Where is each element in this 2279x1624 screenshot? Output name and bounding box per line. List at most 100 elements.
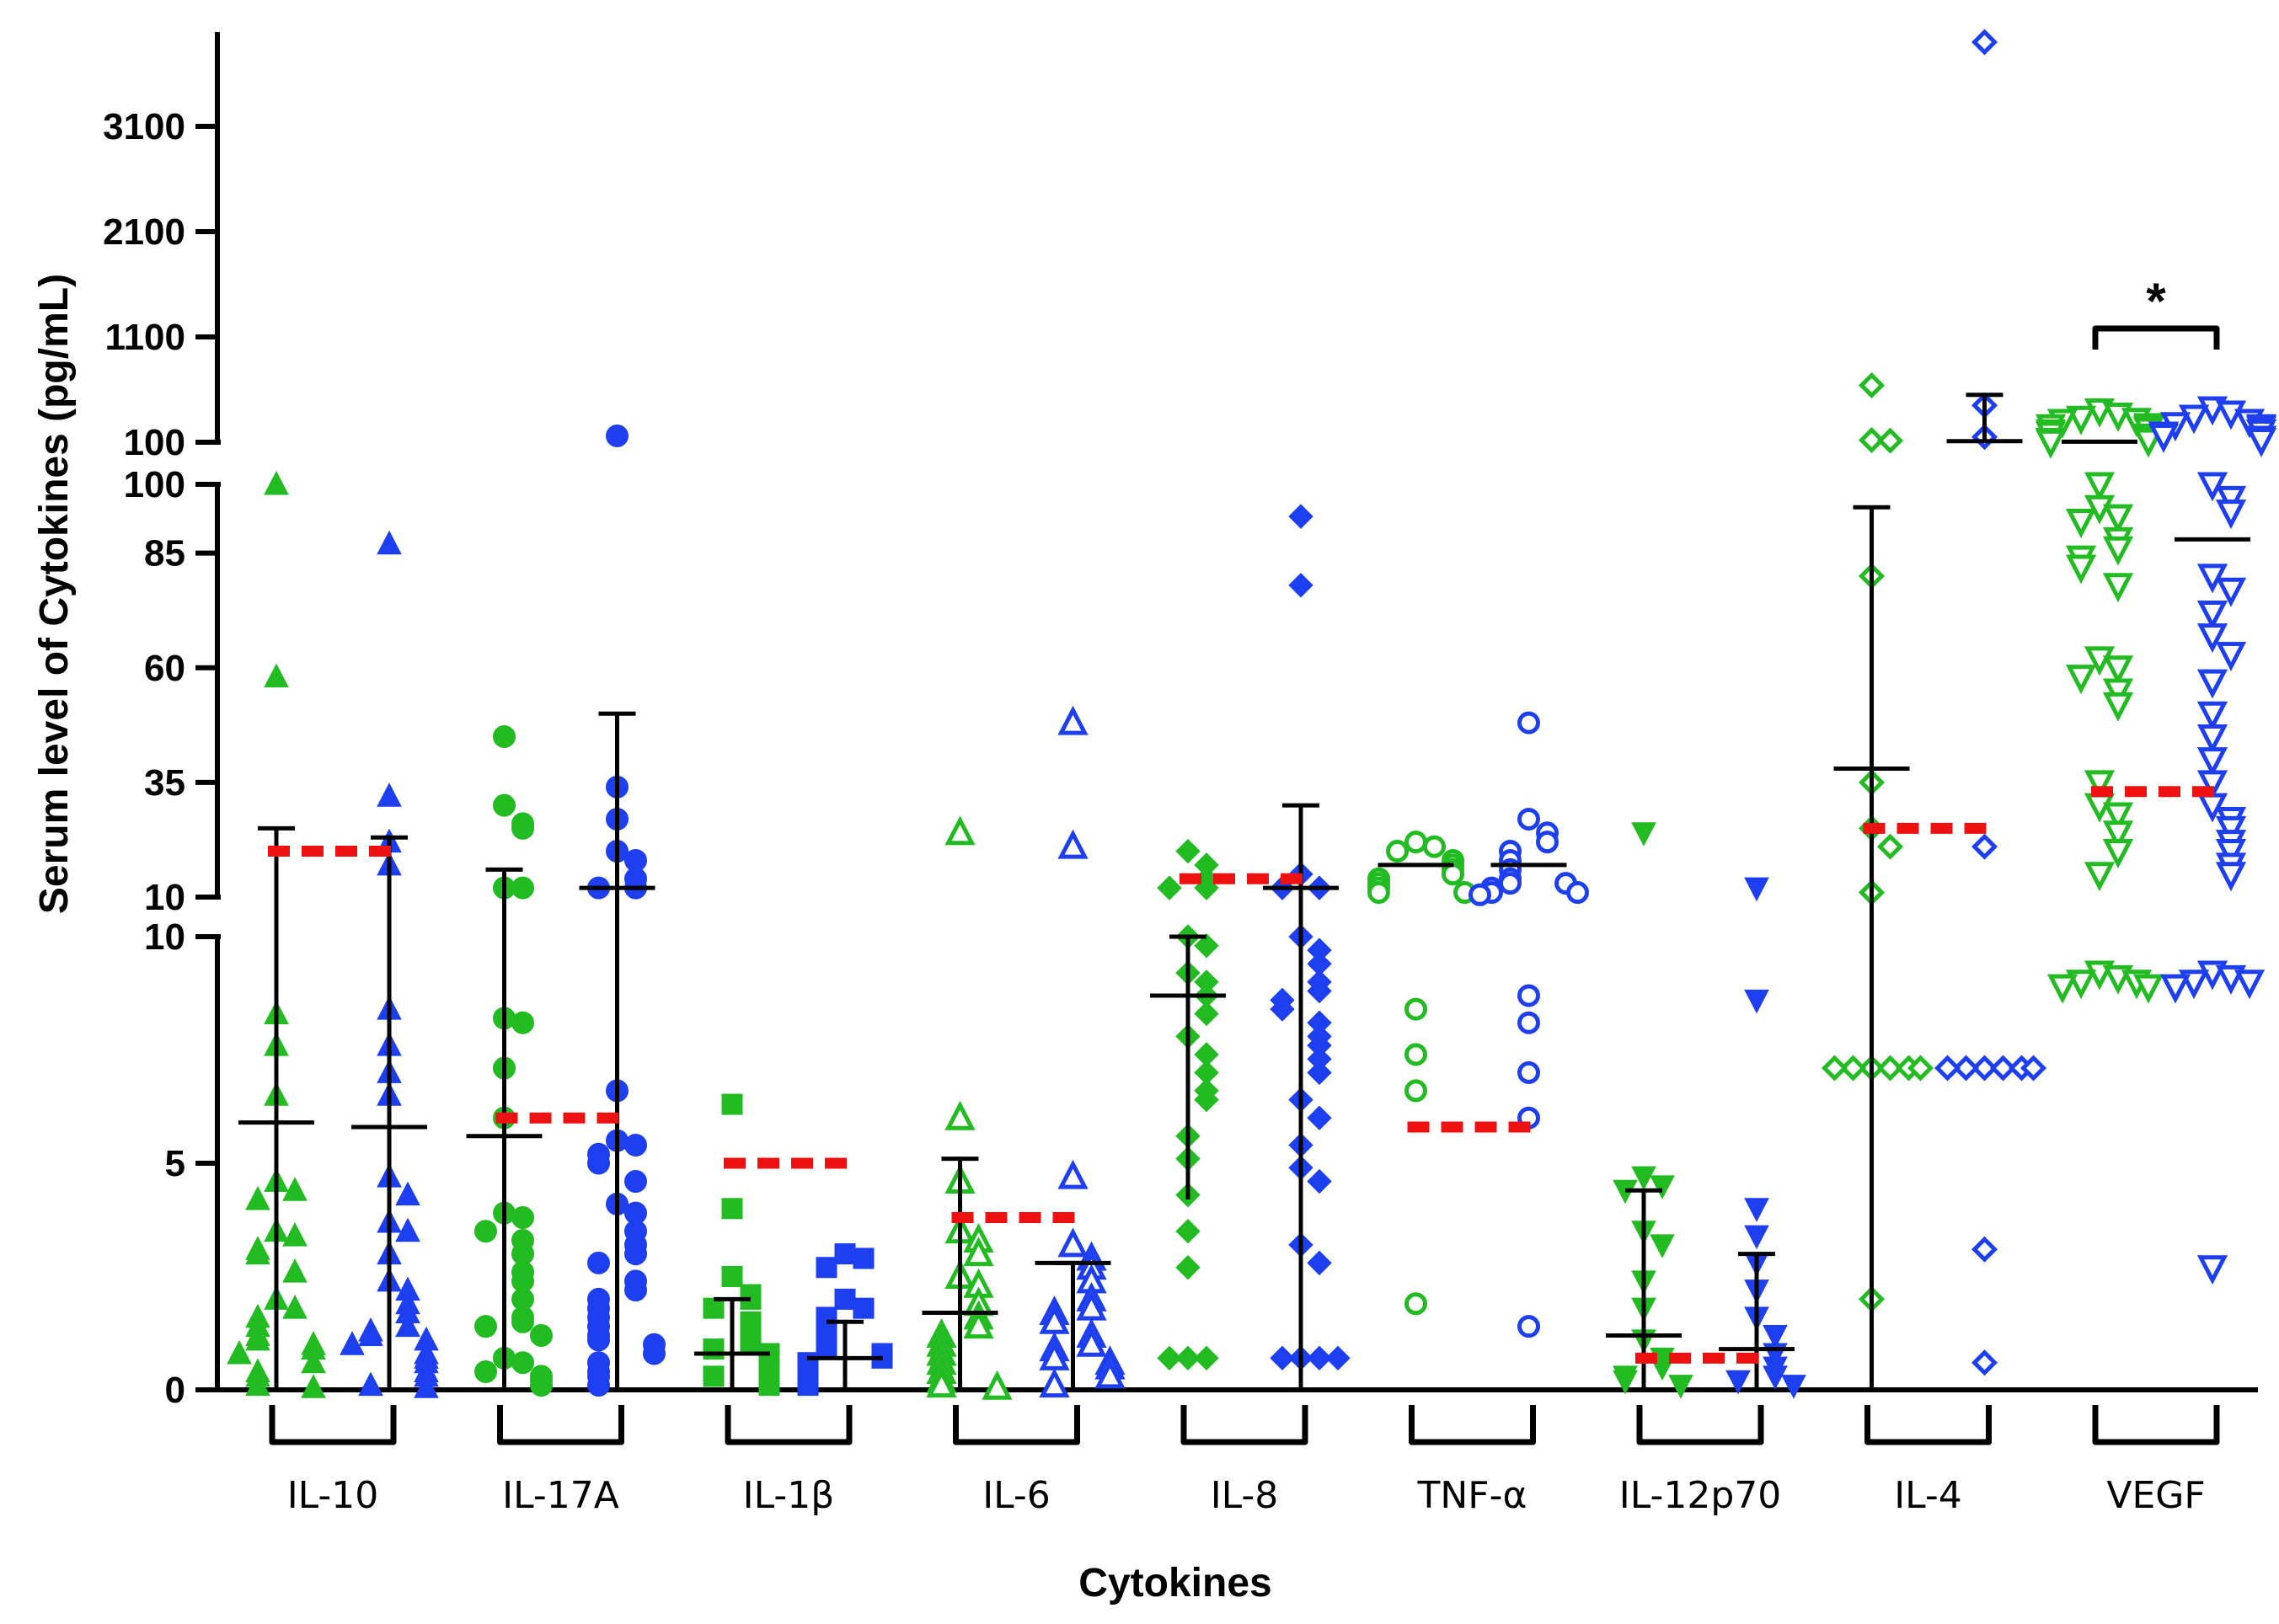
category-label-il-17a: IL-17A <box>502 1474 619 1517</box>
data-point-il-8-g1 <box>1175 1218 1201 1244</box>
data-point-il-8-g2 <box>1288 504 1313 529</box>
data-point-il-4-g2 <box>1952 1055 1980 1082</box>
x-axis-title: Cytokines <box>1078 1561 1271 1605</box>
data-point-il-10-g1 <box>282 1258 308 1283</box>
y-tick-label: 85 <box>144 533 185 574</box>
data-point-il-6-g2 <box>1076 1327 1107 1357</box>
data-point-il-1beta-g1 <box>721 1198 743 1220</box>
data-point-tnf-alpha-g2 <box>1517 1315 1540 1338</box>
data-point-il-17a-g1 <box>511 1011 534 1034</box>
data-point-il-12p70-g2 <box>1763 1324 1788 1349</box>
data-point-il-10-g1 <box>264 470 289 495</box>
data-point-vegf-g1 <box>2102 678 2134 708</box>
data-point-vegf-g1 <box>2102 573 2134 603</box>
data-point-il-4-g2 <box>1971 1055 1998 1082</box>
data-point-il-12p70-g2 <box>1744 1198 1769 1222</box>
data-point-tnf-alpha-g1 <box>1404 1079 1427 1103</box>
data-point-il-10-g1 <box>245 1185 270 1210</box>
data-point-il-17a-g1 <box>511 1206 534 1230</box>
data-point-il-8-g2 <box>1307 1105 1332 1130</box>
data-point-il-17a-g1 <box>511 816 534 840</box>
y-tick-label: 100 <box>124 422 185 463</box>
data-point-vegf-g2 <box>2196 770 2228 800</box>
data-point-vegf-g2 <box>2159 974 2191 1004</box>
data-point-vegf-g2 <box>2196 472 2228 502</box>
data-point-il-8-g1 <box>1157 1345 1182 1371</box>
data-point-tnf-alpha-g1 <box>1404 1292 1427 1316</box>
data-point-il-1beta-g2 <box>816 1257 837 1279</box>
data-point-vegf-g2 <box>2215 485 2247 516</box>
data-point-il-8-g2 <box>1307 1345 1332 1371</box>
data-point-il-10-g2 <box>377 530 402 555</box>
data-point-il-17a-g1 <box>511 876 534 900</box>
data-point-vegf-g1 <box>2132 428 2164 458</box>
data-point-il-8-g1 <box>1175 838 1201 864</box>
reference-lines <box>268 786 2221 1364</box>
data-point-tnf-alpha-g2 <box>1469 883 1491 906</box>
data-point-tnf-alpha-g2 <box>1517 984 1540 1007</box>
significance-annotation: * <box>2092 273 2220 350</box>
data-point-vegf-g2 <box>2245 428 2277 457</box>
data-point-il-10-g2 <box>358 1322 383 1346</box>
data-markers <box>227 29 2277 1400</box>
data-point-il-12p70-g2 <box>1744 989 1769 1014</box>
y-axis-title: Serum level of Cytokines (pg/mL) <box>32 274 77 914</box>
data-point-tnf-alpha-g2 <box>1517 1011 1540 1034</box>
data-point-il-10-g2 <box>414 1374 439 1398</box>
category-label-il-1beta: IL-1β <box>743 1474 835 1517</box>
data-point-vegf-g1 <box>2065 665 2097 695</box>
data-point-il-12p70-g2 <box>1725 1370 1751 1395</box>
summary-bars <box>238 393 2250 1390</box>
data-point-il-1beta-g2 <box>834 1243 856 1265</box>
data-point-il-1beta-g1 <box>758 1375 780 1397</box>
data-point-tnf-alpha-g2 <box>1566 881 1589 905</box>
data-point-il-10-g1 <box>282 1221 308 1247</box>
data-point-il-4-g1 <box>1907 1055 1934 1082</box>
y-tick-label: 10 <box>144 877 185 918</box>
data-point-il-4-g2 <box>1971 1349 1998 1376</box>
data-point-il-4-g2 <box>1971 1236 1998 1263</box>
data-point-tnf-alpha-g2 <box>1517 807 1540 831</box>
data-point-il-4-g2 <box>1971 833 1998 860</box>
data-point-il-4-g1 <box>1839 1055 1867 1082</box>
data-point-il-10-g1 <box>227 1339 252 1365</box>
data-point-vegf-g2 <box>2215 862 2247 892</box>
data-point-il-10-g1 <box>245 1326 270 1351</box>
data-point-il-8-g2 <box>1307 1168 1332 1194</box>
data-point-il-6-g2 <box>1057 705 1089 735</box>
bracket-il-1beta <box>725 1405 853 1445</box>
data-point-il-17a-g1 <box>530 1323 553 1347</box>
data-point-il-4-g2 <box>1989 1055 2017 1082</box>
data-point-tnf-alpha-g2 <box>1536 831 1559 854</box>
data-point-il-12p70-g2 <box>1781 1375 1806 1399</box>
data-point-il-4-g1 <box>1858 426 1886 454</box>
data-point-il-4-g2 <box>2020 1055 2047 1082</box>
bracket-il-4 <box>1864 1405 1992 1445</box>
data-point-il-8-g2 <box>1288 573 1313 598</box>
data-point-vegf-g2 <box>2196 623 2228 654</box>
data-point-il-4-g1 <box>1876 833 1904 860</box>
data-point-il-8-g1 <box>1194 933 1219 959</box>
data-point-il-1beta-g1 <box>721 1266 743 1287</box>
data-point-il-12p70-g1 <box>1613 1370 1638 1395</box>
category-label-vegf: VEGF <box>2106 1474 2205 1517</box>
data-point-il-6-g2 <box>1057 829 1089 859</box>
data-point-vegf-g1 <box>2046 974 2078 1004</box>
data-point-vegf-g1 <box>2102 802 2134 832</box>
data-point-il-1beta-g1 <box>740 1333 762 1355</box>
data-point-il-17a-g1 <box>493 724 516 748</box>
data-point-il-17a-g2 <box>606 425 629 447</box>
data-point-il-6-g1 <box>926 1368 957 1398</box>
data-point-vegf-g1 <box>2132 974 2164 1004</box>
data-point-il-1beta-g1 <box>703 1297 725 1319</box>
data-point-il-4-g1 <box>1876 427 1904 454</box>
data-point-il-8-g1 <box>1175 1345 1201 1371</box>
data-point-vegf-g2 <box>2215 815 2247 846</box>
data-point-tnf-alpha-g2 <box>1499 872 1522 895</box>
data-point-il-6-g2 <box>1057 1159 1089 1189</box>
data-point-vegf-g2 <box>2215 839 2247 868</box>
data-point-il-10-g2 <box>358 1371 383 1397</box>
data-point-il-12p70-g2 <box>1744 877 1769 902</box>
data-point-il-8-g2 <box>1270 1345 1295 1371</box>
